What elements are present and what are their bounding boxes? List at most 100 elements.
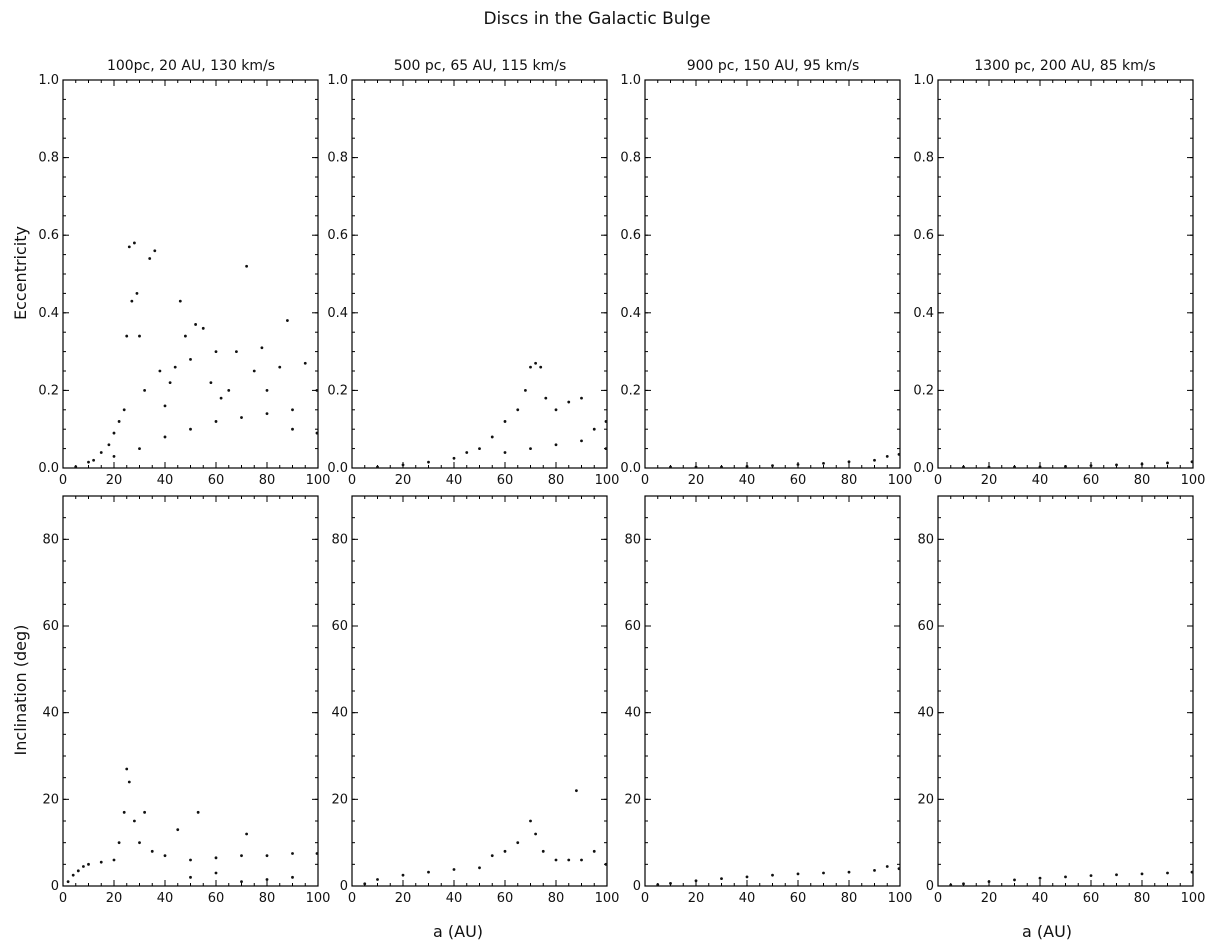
x-tick-label: 100 — [1181, 473, 1206, 488]
plot-frame — [351, 79, 608, 469]
data-point — [133, 241, 136, 245]
y-tick-label: 60 — [917, 619, 934, 634]
x-tick-label: 20 — [395, 473, 412, 488]
y-tick-label: 20 — [917, 792, 934, 807]
data-point — [1064, 875, 1067, 879]
y-tick-label: 0.4 — [620, 306, 641, 321]
y-tick-label: 1.0 — [38, 73, 59, 88]
data-point — [376, 465, 379, 469]
column-title-2: 500 pc, 65 AU, 115 km/s — [394, 58, 567, 74]
data-point — [885, 865, 889, 868]
data-point — [1115, 463, 1118, 467]
data-point — [720, 465, 723, 469]
x-tick-label: 100 — [595, 473, 620, 488]
data-point — [554, 858, 558, 862]
data-point — [278, 365, 282, 369]
x-tick-label: 100 — [888, 891, 913, 906]
y-tick-label: 20 — [42, 792, 59, 807]
data-point — [87, 460, 90, 464]
x-tick-label: 40 — [446, 473, 463, 488]
x-tick-label: 0 — [641, 891, 649, 906]
data-point — [252, 369, 256, 373]
plot-frame — [351, 495, 608, 887]
x-tick-label: 80 — [548, 891, 565, 906]
data-point — [163, 404, 167, 408]
data-point — [1013, 465, 1016, 469]
data-point — [529, 819, 532, 823]
panel-inc-3: 0 20 40 60 80 100 0 20 40 60 80 — [624, 495, 913, 906]
data-point — [201, 326, 205, 330]
y-tick-label: 40 — [331, 706, 348, 721]
data-point — [534, 361, 537, 365]
data-point — [214, 350, 218, 353]
plot-frame — [62, 495, 319, 887]
data-point — [465, 451, 469, 454]
data-point — [184, 334, 187, 338]
data-point — [315, 852, 319, 855]
x-tick-label: 80 — [259, 473, 276, 488]
data-point — [847, 870, 851, 874]
data-point — [897, 453, 901, 456]
data-point — [214, 420, 218, 423]
column-title-3: 900 pc, 150 AU, 95 km/s — [687, 58, 860, 74]
data-point — [1038, 465, 1042, 469]
y-tick-label: 60 — [331, 619, 348, 634]
y-tick-label: 20 — [331, 792, 348, 807]
column-title-4: 1300 pc, 200 AU, 85 km/s — [974, 58, 1155, 74]
data-point — [196, 810, 200, 814]
data-point — [135, 292, 139, 295]
data-point — [580, 858, 583, 862]
data-point — [427, 870, 430, 874]
data-point — [99, 860, 103, 864]
data-point — [138, 447, 141, 450]
data-point — [122, 408, 126, 412]
data-point — [401, 463, 405, 467]
x-tick-label: 40 — [446, 891, 463, 906]
y-axis-label-eccentricity: Eccentricity — [11, 226, 30, 320]
data-point — [265, 878, 269, 881]
data-point — [92, 458, 95, 462]
data-point — [745, 465, 749, 468]
data-point — [99, 451, 103, 454]
data-point — [604, 420, 608, 423]
y-tick-label: 60 — [42, 619, 59, 634]
y-tick-label: 1.0 — [620, 73, 641, 88]
data-point — [771, 873, 774, 877]
data-point — [291, 427, 294, 431]
x-tick-label: 80 — [1134, 891, 1151, 906]
data-point — [127, 245, 131, 249]
data-point — [130, 299, 134, 303]
plot-frame — [62, 79, 319, 469]
data-point — [219, 396, 223, 400]
x-tick-label: 0 — [934, 891, 942, 906]
data-point — [363, 882, 367, 886]
x-tick-label: 40 — [739, 473, 756, 488]
data-point — [1089, 464, 1093, 468]
data-point — [1190, 460, 1194, 464]
x-tick-label: 100 — [888, 473, 913, 488]
data-point — [291, 408, 294, 412]
x-tick-label: 80 — [259, 891, 276, 906]
data-point — [235, 350, 238, 353]
data-point — [847, 460, 851, 464]
data-point — [669, 882, 672, 885]
data-point — [303, 361, 307, 365]
data-point — [265, 389, 269, 392]
y-tick-label: 0.4 — [327, 306, 348, 321]
data-point — [694, 465, 698, 469]
y-tick-label: 40 — [42, 706, 59, 721]
data-point — [214, 871, 218, 875]
data-point — [265, 854, 269, 858]
data-point — [117, 841, 121, 845]
data-point — [873, 869, 876, 872]
data-point — [189, 427, 192, 431]
data-point — [1166, 461, 1169, 465]
data-point — [529, 447, 532, 450]
x-tick-label: 100 — [1181, 891, 1206, 906]
data-point — [168, 381, 172, 385]
panel-inc-1: 0 20 40 60 80 100 0 20 40 60 80 — [42, 495, 330, 906]
data-point — [240, 854, 243, 858]
data-point — [771, 464, 774, 468]
data-point — [822, 871, 825, 875]
